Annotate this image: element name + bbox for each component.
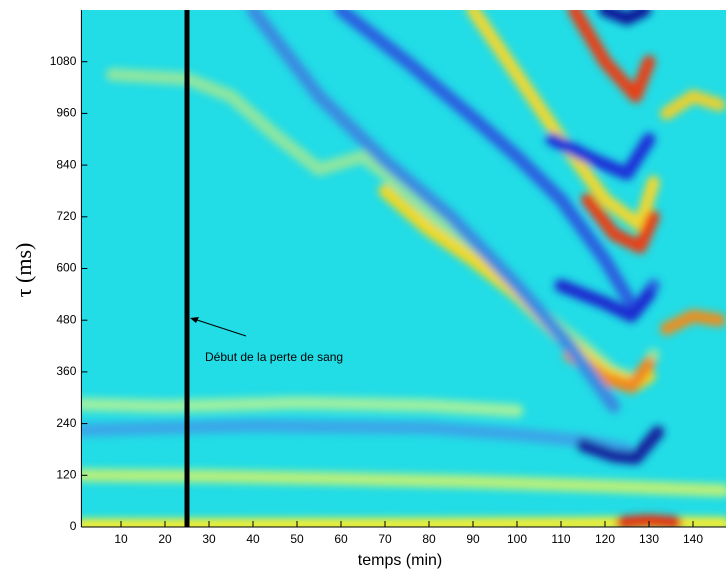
y-tick-label: 480 [56, 312, 76, 326]
ridge [81, 419, 634, 456]
ridge [598, 10, 652, 26]
ridge [81, 396, 524, 418]
y-tick-label: 720 [56, 209, 76, 223]
x-tick-label: 140 [683, 532, 703, 546]
ridges [81, 10, 726, 527]
x-tick-label: 60 [334, 532, 348, 546]
plot-area [81, 10, 726, 527]
ridge [660, 89, 726, 120]
y-axis-label: τ (ms) [11, 243, 36, 298]
y-tick-label: 0 [70, 519, 77, 533]
y-tick-label: 1080 [50, 54, 77, 68]
x-tick-label: 130 [639, 532, 659, 546]
x-tick-label: 70 [378, 532, 392, 546]
y-tick-label: 960 [56, 106, 76, 120]
ridge [545, 132, 656, 181]
x-tick-label: 90 [466, 532, 480, 546]
y-tick-label: 840 [56, 157, 76, 171]
ridge [660, 309, 726, 336]
x-tick-label: 40 [246, 532, 260, 546]
x-tick-label: 10 [114, 532, 128, 546]
x-tick-label: 120 [595, 532, 615, 546]
arrow-head [190, 317, 199, 323]
axes: 10 20 30 40 50 60 70 80 90 100 110 120 130 140 0 120 240… [50, 10, 726, 546]
ridge [580, 193, 660, 254]
x-tick-label: 30 [202, 532, 216, 546]
x-tick-label: 50 [290, 532, 304, 546]
y-tick-label: 600 [56, 261, 76, 275]
y-tick-label: 240 [56, 416, 76, 430]
ridge [334, 10, 660, 319]
x-axis-label: temps (min) [358, 552, 442, 569]
y-tick-label: 120 [56, 467, 76, 481]
x-tick-label: 20 [158, 532, 172, 546]
x-tick-label: 80 [422, 532, 436, 546]
x-tick-label: 100 [507, 532, 527, 546]
x-tick-label: 110 [551, 532, 570, 546]
ridge [567, 10, 656, 103]
ridge [466, 10, 660, 232]
y-tick-label: 360 [56, 364, 76, 378]
annotation: Début de la perte de sang [205, 350, 343, 364]
ridge [246, 10, 621, 413]
annotation-arrow [193, 318, 247, 337]
ridge [554, 279, 656, 323]
ridge [576, 425, 665, 465]
